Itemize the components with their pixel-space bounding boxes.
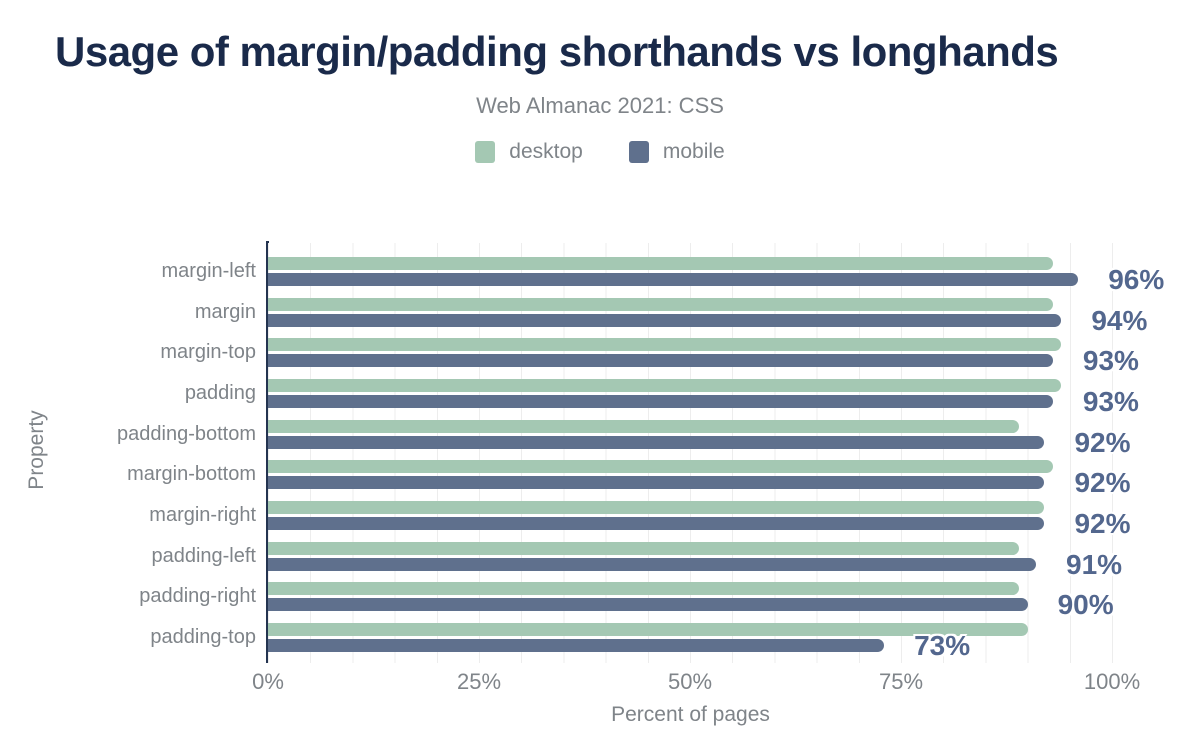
plot-area: 96% 94% 93% 93% 92% 92% 92% 91% 90% 73% xyxy=(268,243,1164,663)
category-label-margin: margin xyxy=(194,300,256,323)
desktop-swatch-icon xyxy=(475,141,496,163)
category-label-padding-top: padding-top xyxy=(150,625,256,648)
value-label-padding-bottom: 92% xyxy=(1074,426,1131,458)
category-label-padding-left: padding-left xyxy=(151,544,256,567)
x-tick-label-50: 50% xyxy=(667,669,713,694)
bar-mobile-margin-bottom[interactable] xyxy=(268,476,1045,490)
bar-desktop-padding-bottom[interactable] xyxy=(268,419,1020,433)
y-axis-line xyxy=(266,241,269,663)
bar-desktop-margin[interactable] xyxy=(268,297,1053,311)
value-label-margin-top: 93% xyxy=(1082,345,1139,377)
bar-mobile-padding-bottom[interactable] xyxy=(268,435,1045,449)
x-axis-title: Percent of pages xyxy=(611,703,770,726)
bar-mobile-padding-top[interactable] xyxy=(268,638,885,652)
x-tick-label-75: 75% xyxy=(878,669,924,694)
category-label-margin-right: margin-right xyxy=(149,503,256,526)
x-tick-label-100: 100% xyxy=(1083,669,1141,694)
bar-mobile-padding[interactable] xyxy=(268,394,1053,408)
value-label-margin-left: 96% xyxy=(1108,264,1165,295)
category-label-padding-bottom: padding-bottom xyxy=(117,422,256,445)
legend-label-desktop: desktop xyxy=(509,140,583,163)
legend-item-mobile[interactable]: mobile xyxy=(628,140,725,164)
bar-desktop-padding[interactable] xyxy=(268,378,1062,392)
bar-desktop-padding-top[interactable] xyxy=(268,622,1028,636)
bar-mobile-padding-left[interactable] xyxy=(268,557,1037,571)
bar-desktop-margin-right[interactable] xyxy=(268,500,1045,514)
bar-desktop-margin-bottom[interactable] xyxy=(268,460,1053,474)
value-label-margin: 94% xyxy=(1091,304,1148,336)
category-label-margin-bottom: margin-bottom xyxy=(127,463,256,486)
category-label-margin-top: margin-top xyxy=(160,341,256,364)
value-label-padding: 93% xyxy=(1082,385,1139,417)
legend-item-desktop[interactable]: desktop xyxy=(475,140,583,164)
mobile-swatch-icon xyxy=(628,141,649,163)
bar-mobile-margin-right[interactable] xyxy=(268,516,1045,530)
chart-title: Usage of margin/padding shorthands vs lo… xyxy=(55,28,1059,75)
x-tick-label-0: 0% xyxy=(252,669,284,694)
bar-mobile-margin-left[interactable] xyxy=(268,273,1079,286)
legend: desktop mobile xyxy=(0,140,1200,164)
value-label-margin-right: 92% xyxy=(1074,507,1131,539)
category-label-padding: padding xyxy=(184,381,256,404)
bar-desktop-padding-right[interactable] xyxy=(268,582,1020,596)
bar-mobile-margin-top[interactable] xyxy=(268,354,1053,368)
bar-desktop-margin-left[interactable] xyxy=(268,257,1053,270)
bar-desktop-margin-top[interactable] xyxy=(268,338,1062,352)
category-label-margin-left: margin-left xyxy=(161,260,256,282)
bar-mobile-padding-right[interactable] xyxy=(268,598,1028,612)
chart-subtitle: Web Almanac 2021: CSS xyxy=(476,93,724,118)
x-tick-label-25: 25% xyxy=(456,669,502,694)
value-label-padding-top: 73% xyxy=(914,629,971,661)
category-label-padding-right: padding-right xyxy=(139,585,256,608)
bar-mobile-margin[interactable] xyxy=(268,313,1062,327)
legend-label-mobile: mobile xyxy=(662,140,725,163)
value-label-padding-left: 91% xyxy=(1066,548,1123,580)
value-label-padding-right: 90% xyxy=(1057,589,1114,621)
value-label-margin-bottom: 92% xyxy=(1074,467,1131,499)
bar-desktop-padding-left[interactable] xyxy=(268,541,1020,555)
